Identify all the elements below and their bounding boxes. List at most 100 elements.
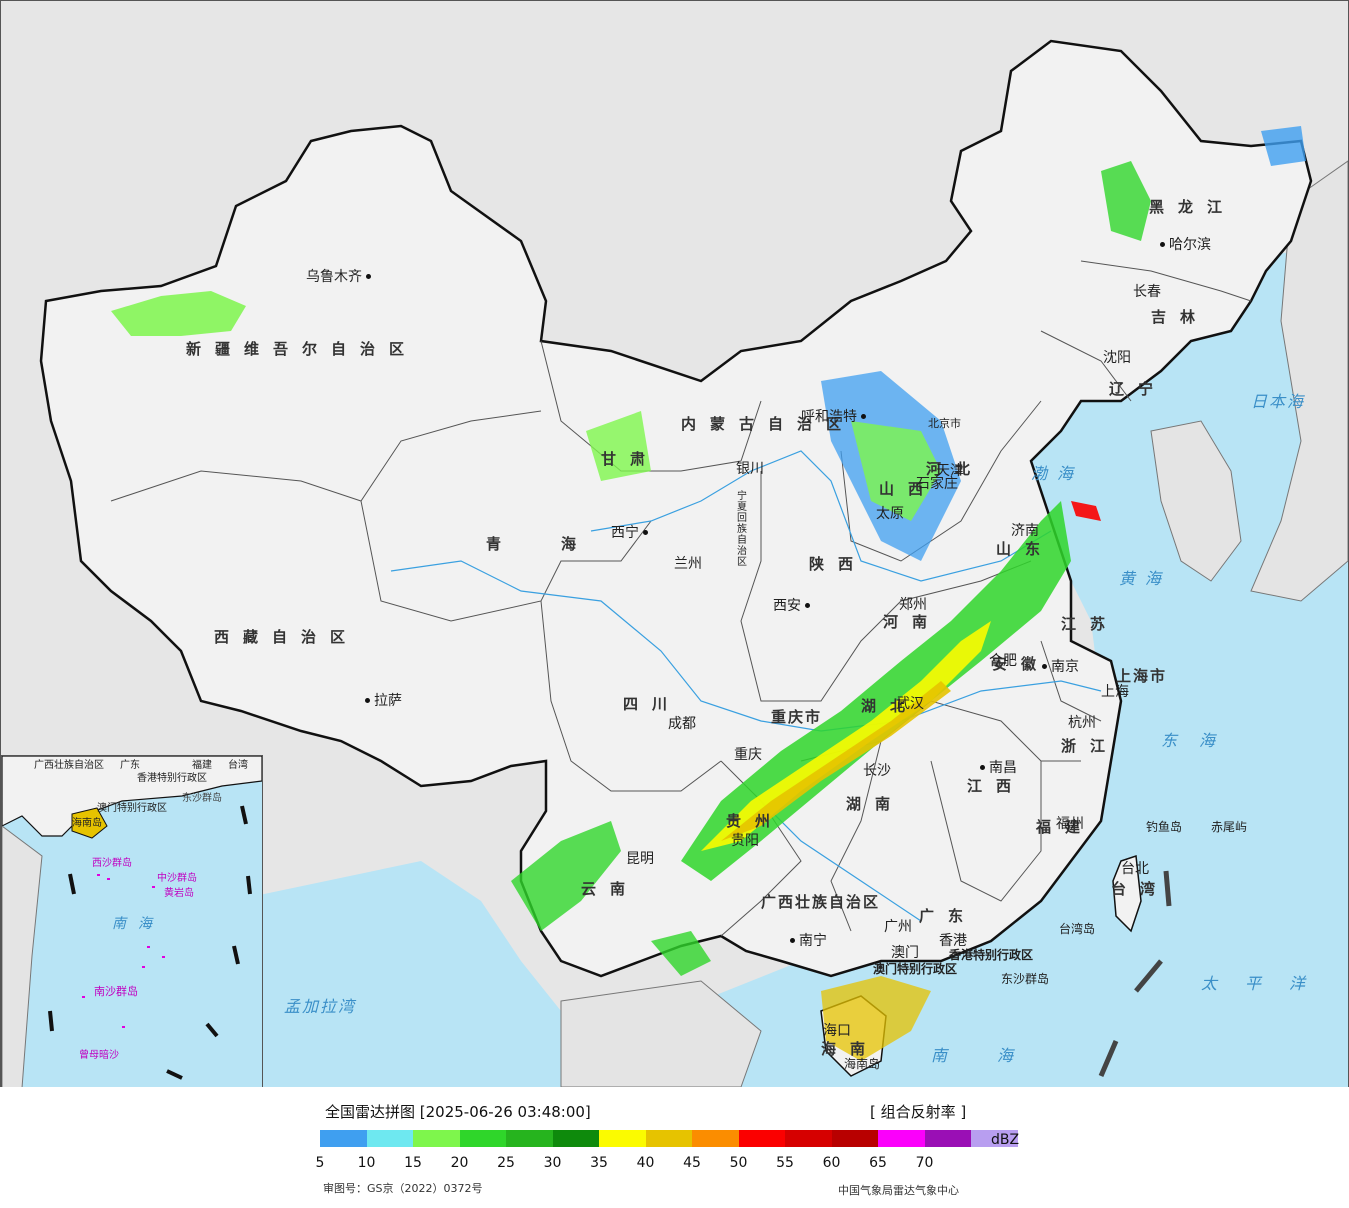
map-title: 全国雷达拼图 [2025-06-26 03:48:00]	[325, 1103, 591, 1121]
sea-label: 东海	[1161, 731, 1238, 750]
sea-label: 黄海	[1119, 569, 1172, 588]
city-label: 上海	[1101, 684, 1129, 700]
inset-label: 广东	[120, 760, 140, 771]
color-swatch	[552, 1130, 599, 1147]
color-swatch	[413, 1130, 460, 1147]
sea-label: 孟加拉湾	[284, 997, 357, 1016]
echo-yunnan	[511, 821, 621, 931]
province-label: 江苏	[1061, 615, 1120, 633]
scale-tick-label: 40	[636, 1155, 655, 1171]
city-label: 西宁	[611, 525, 652, 541]
scale-tick-label: 50	[729, 1155, 748, 1171]
province-label: 西藏自治区	[214, 628, 360, 646]
color-swatch	[599, 1130, 646, 1147]
scale-tick-label: 45	[683, 1155, 701, 1171]
city-label: 济南	[1011, 523, 1039, 539]
province-label: 重庆市	[771, 708, 823, 726]
boundary-dashes	[1098, 870, 1172, 1077]
scale-tick-label: 30	[543, 1155, 562, 1171]
inset-label: 海南岛	[72, 818, 102, 829]
city-label: 太原	[876, 506, 904, 522]
province-label: 安徽	[992, 655, 1051, 673]
city-label: 乌鲁木齐	[306, 269, 375, 285]
city-label: 天津	[936, 463, 964, 479]
city-label: 台北	[1121, 861, 1149, 877]
province-label: 江西	[967, 777, 1026, 795]
city-label: 合肥	[989, 653, 1017, 669]
scale-tick-label: 70	[915, 1155, 934, 1171]
island-label: 海南岛	[844, 1057, 881, 1071]
province-label: 辽宁	[1109, 380, 1168, 398]
city-label: 兰州	[674, 556, 702, 572]
radar-map[interactable]: 新疆维吾尔自治区 西藏自治区 青海 甘肃 内蒙古自治区 黑龙江 吉林 辽宁 河北…	[0, 0, 1349, 1088]
organization-name: 中国气象局雷达气象中心	[838, 1184, 959, 1197]
city-label: 杭州	[1068, 715, 1096, 731]
city-label: 拉萨	[361, 693, 402, 709]
inset-hainan	[71, 807, 108, 839]
inset-label: 香港特别行政区	[137, 773, 207, 784]
inset-label: 台湾	[228, 760, 248, 771]
province-label: 四川	[623, 695, 682, 713]
scale-tick-label: 5	[315, 1155, 325, 1171]
city-label: 西安	[773, 598, 814, 614]
city-label: 长沙	[863, 763, 891, 779]
echo-xinjiang	[111, 291, 246, 336]
radar-echoes	[111, 126, 1306, 1061]
province-label: 河南	[883, 613, 942, 631]
province-label: 上海市	[1116, 667, 1168, 685]
echo-band-yellow	[701, 621, 991, 851]
color-swatch	[506, 1130, 553, 1147]
color-swatch	[878, 1130, 925, 1147]
province-label: 福建	[1036, 818, 1095, 836]
echo-guangxi	[651, 931, 711, 976]
island-label: 赤尾屿	[1211, 820, 1248, 834]
province-label: 黑龙江	[1149, 198, 1237, 216]
province-label: 甘肃	[601, 450, 660, 468]
inset-label: 西沙群岛	[92, 858, 132, 869]
inset-mainland	[2, 756, 262, 837]
province-label: 香港特别行政区	[949, 948, 1034, 962]
city-label: 香港	[939, 933, 967, 949]
province-label: 山东	[996, 540, 1055, 558]
inset-islands	[82, 874, 165, 1028]
city-label: 南宁	[786, 933, 827, 949]
province-label: 青海	[486, 535, 637, 553]
city-label: 南昌	[976, 760, 1017, 776]
inset-label: 中沙群岛	[157, 873, 197, 884]
province-label: 贵州	[726, 812, 785, 830]
province-label: 广东	[919, 907, 978, 925]
echo-hainan	[821, 976, 931, 1061]
inset-label: 澳门特别行政区	[97, 803, 167, 814]
city-label: 北京市	[928, 417, 961, 430]
province-label: 云南	[581, 880, 640, 898]
echo-north-green	[851, 421, 941, 521]
sea-label: 渤海	[1031, 464, 1084, 483]
color-swatch	[971, 1130, 1018, 1147]
scale-tick-label: 15	[404, 1155, 422, 1171]
city-label: 昆明	[626, 851, 654, 867]
echo-yellowsea	[1071, 501, 1101, 521]
inset-label: 广西壮族自治区	[34, 760, 104, 771]
province-label: 海南	[821, 1040, 880, 1058]
island-label: 东沙群岛	[1001, 972, 1050, 986]
city-label: 南京	[1038, 659, 1079, 675]
city-label: 沈阳	[1103, 350, 1131, 366]
province-label: 吉林	[1151, 308, 1210, 326]
province-label: 内蒙古自治区	[681, 415, 856, 433]
color-swatch	[831, 1130, 878, 1147]
inset-label: 南沙群岛	[94, 985, 138, 998]
inset-boundary-dashes	[48, 805, 252, 1080]
city-label: 贵阳	[731, 833, 759, 849]
city-label: 重庆	[734, 747, 762, 763]
city-label: 银川	[736, 461, 764, 477]
product-name: [ 组合反射率 ]	[870, 1103, 967, 1121]
review-number: 审图号：GS京（2022）0372号	[323, 1182, 483, 1195]
echo-band-orange	[721, 681, 951, 841]
scale-tick-label: 35	[590, 1155, 608, 1171]
color-swatch	[320, 1130, 367, 1147]
province-label: 陕西	[809, 555, 868, 573]
province-label: 广西壮族自治区	[761, 893, 881, 911]
color-swatch	[645, 1130, 692, 1147]
unit-label: dBZ	[991, 1132, 1020, 1148]
color-swatch	[692, 1130, 739, 1147]
